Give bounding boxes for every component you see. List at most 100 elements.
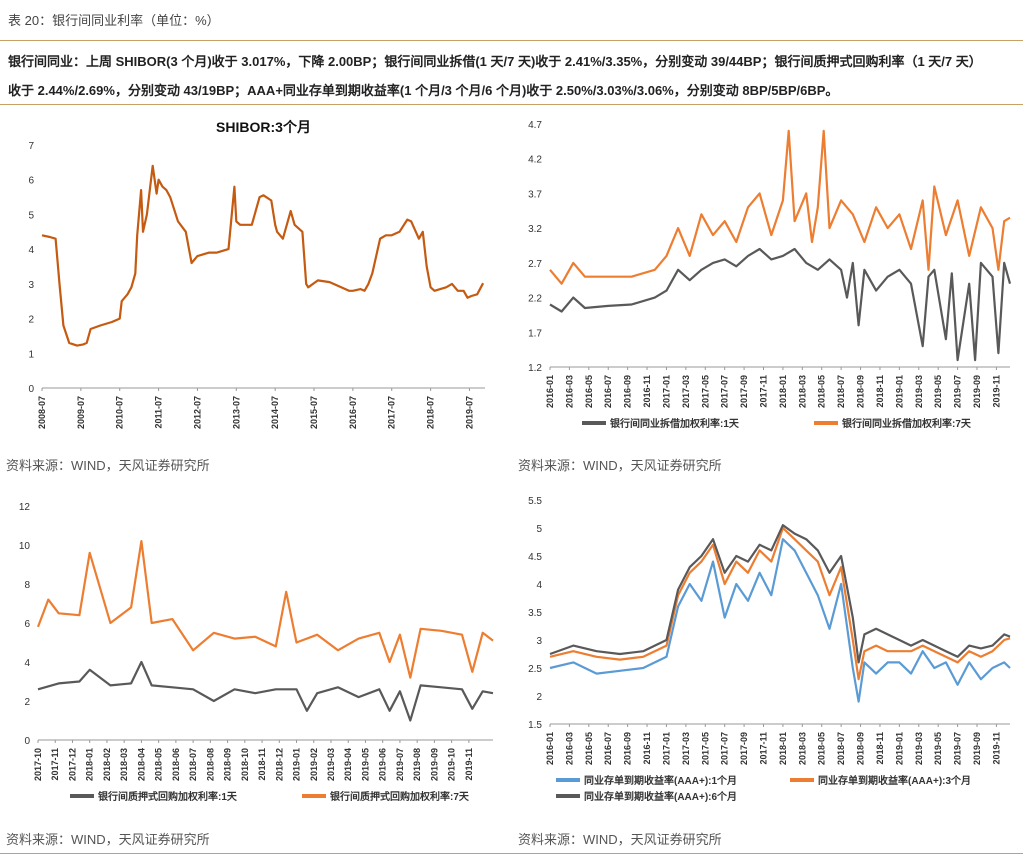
x-tick-label: 2010-07 bbox=[115, 396, 125, 429]
x-tick-label: 2018-07 bbox=[188, 748, 198, 781]
x-tick-label: 2017-09 bbox=[739, 375, 749, 408]
x-tick-label: 2019-11 bbox=[464, 748, 474, 781]
x-tick-label: 2016-05 bbox=[584, 375, 594, 408]
x-tick-label: 2018-04 bbox=[136, 748, 146, 781]
y-tick-label: 2.5 bbox=[528, 664, 542, 675]
x-tick-label: 2017-03 bbox=[681, 732, 691, 765]
x-tick-label: 2008-07 bbox=[37, 396, 47, 429]
summary-text: 银行间同业：上周 SHIBOR(3 个月)收于 3.017%，下降 2.00BP… bbox=[8, 47, 1018, 105]
x-tick-label: 2018-03 bbox=[797, 375, 807, 408]
x-tick-label: 2012-07 bbox=[192, 396, 202, 429]
x-tick-label: 2017-05 bbox=[700, 375, 710, 408]
chart-shibor-3m: SHIBOR:3个月 0 1 2 3 4 5 6 7 2008-07 2009-07 2010-07 2… bbox=[28, 119, 485, 429]
y-tick-label: 1.2 bbox=[528, 363, 542, 374]
x-tick-label: 2016-07 bbox=[603, 732, 613, 765]
x-tick-label: 2015-07 bbox=[309, 396, 319, 429]
chart-interbank-lending: 1.2 1.7 2.2 2.7 3.2 3.7 4.2 4.7 2016-01 2016-03 20… bbox=[528, 120, 1012, 430]
x-tick-label: 2016-01 bbox=[545, 732, 555, 765]
series-line bbox=[37, 660, 494, 722]
x-tick-label: 2011-07 bbox=[154, 396, 164, 429]
y-tick-label: 3 bbox=[536, 636, 542, 647]
series-line bbox=[41, 164, 485, 347]
x-tick-label: 2017-03 bbox=[681, 375, 691, 408]
x-tick-label: 2018-05 bbox=[817, 375, 827, 408]
bottom-rule bbox=[0, 853, 1023, 854]
x-tick-label: 2017-11 bbox=[759, 375, 769, 408]
y-tick-label: 4 bbox=[28, 245, 34, 256]
series-line bbox=[549, 247, 1012, 362]
legend-label: 银行间质押式回购加权利率:7天 bbox=[330, 790, 470, 803]
y-tick-label: 2.2 bbox=[528, 294, 542, 305]
x-tick-label: 2009-07 bbox=[76, 396, 86, 429]
x-tick-label: 2019-09 bbox=[429, 748, 439, 781]
y-tick-label: 1 bbox=[28, 349, 34, 360]
x-tick-label: 2019-07 bbox=[953, 732, 963, 765]
source-note: 资料来源：WIND，天风证券研究所 bbox=[518, 458, 722, 473]
x-tick-label: 2016-11 bbox=[642, 732, 652, 765]
legend-label: 银行间同业拆借加权利率:1天 bbox=[610, 417, 740, 430]
x-tick-label: 2019-03 bbox=[914, 375, 924, 408]
x-tick-label: 2019-09 bbox=[972, 732, 982, 765]
y-tick-label: 6 bbox=[24, 619, 30, 630]
x-tick-label: 2019-05 bbox=[360, 748, 370, 781]
y-tick-label: 4.2 bbox=[528, 155, 542, 166]
x-tick-label: 2016-01 bbox=[545, 375, 555, 408]
y-tick-label: 5.5 bbox=[528, 496, 542, 507]
x-tick-label: 2018-01 bbox=[778, 732, 788, 765]
x-tick-label: 2016-03 bbox=[564, 375, 574, 408]
series-line bbox=[549, 526, 1011, 681]
x-tick-label: 2016-11 bbox=[642, 375, 652, 408]
x-tick-label: 2019-07 bbox=[464, 396, 474, 429]
y-tick-label: 1.5 bbox=[528, 720, 542, 731]
x-tick-label: 2018-07 bbox=[836, 732, 846, 765]
x-tick-label: 2018-01 bbox=[778, 375, 788, 408]
legend-label: 同业存单到期收益率(AAA+):6个月 bbox=[584, 790, 737, 803]
y-tick-label: 5 bbox=[536, 524, 542, 535]
series-line bbox=[36, 539, 494, 679]
y-tick-label: 4.7 bbox=[528, 120, 542, 131]
x-tick-label: 2019-10 bbox=[447, 748, 457, 781]
x-tick-label: 2017-01 bbox=[661, 375, 671, 408]
x-tick-label: 2017-12 bbox=[67, 748, 77, 781]
source-note: 资料来源：WIND，天风证券研究所 bbox=[6, 832, 210, 847]
x-tick-label: 2016-09 bbox=[623, 375, 633, 408]
x-tick-label: 2019-11 bbox=[991, 375, 1001, 408]
x-tick-label: 2017-09 bbox=[739, 732, 749, 765]
y-tick-label: 1.7 bbox=[528, 328, 542, 339]
table-title: 表 20：银行间同业利率（单位：%） bbox=[8, 13, 220, 28]
x-tick-label: 2019-03 bbox=[326, 748, 336, 781]
y-tick-label: 3.7 bbox=[528, 189, 542, 200]
x-tick-label: 2017-11 bbox=[759, 732, 769, 765]
x-tick-label: 2018-12 bbox=[274, 748, 284, 781]
x-tick-label: 2018-11 bbox=[875, 732, 885, 765]
y-tick-label: 3.5 bbox=[528, 608, 542, 619]
series-line bbox=[549, 538, 1011, 703]
x-tick-label: 2018-03 bbox=[797, 732, 807, 765]
x-tick-label: 2018-01 bbox=[85, 748, 95, 781]
x-tick-label: 2018-09 bbox=[856, 375, 866, 408]
x-tick-label: 2017-05 bbox=[700, 732, 710, 765]
top-rule bbox=[0, 40, 1023, 41]
y-tick-label: 2 bbox=[24, 697, 30, 708]
x-tick-label: 2019-01 bbox=[894, 732, 904, 765]
x-tick-label: 2018-09 bbox=[223, 748, 233, 781]
x-tick-label: 2018-05 bbox=[154, 748, 164, 781]
y-tick-label: 4 bbox=[536, 580, 542, 591]
x-tick-label: 2018-07 bbox=[426, 396, 436, 429]
summary-line-2: 收于 2.44%/2.69%，分别变动 43/19BP；AAA+同业存单到期收益… bbox=[8, 83, 839, 98]
x-tick-label: 2019-05 bbox=[933, 732, 943, 765]
y-tick-label: 2 bbox=[536, 692, 542, 703]
y-tick-label: 0 bbox=[24, 736, 30, 747]
x-tick-label: 2017-01 bbox=[661, 732, 671, 765]
x-tick-label: 2013-07 bbox=[231, 396, 241, 429]
x-tick-label: 2019-07 bbox=[395, 748, 405, 781]
series-line bbox=[549, 129, 1011, 285]
x-tick-label: 2018-08 bbox=[205, 748, 215, 781]
x-tick-label: 2019-11 bbox=[991, 732, 1001, 765]
legend-label: 银行间质押式回购加权利率:1天 bbox=[98, 790, 238, 803]
y-tick-label: 3 bbox=[28, 280, 34, 291]
chart-title: SHIBOR:3个月 bbox=[216, 119, 311, 135]
y-tick-label: 6 bbox=[28, 176, 34, 187]
x-tick-label: 2018-10 bbox=[240, 748, 250, 781]
x-tick-label: 2018-02 bbox=[102, 748, 112, 781]
